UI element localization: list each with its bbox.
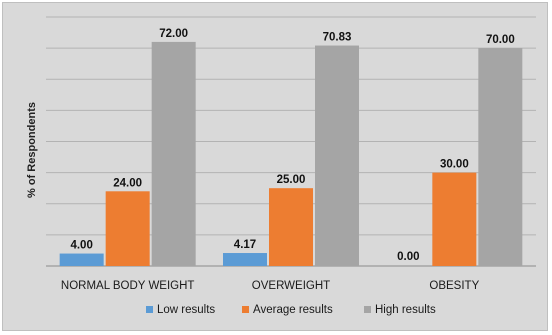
legend: Low results Average results High results [146, 304, 436, 316]
y-axis-label: % of Respondents [26, 102, 38, 198]
legend-swatch [364, 306, 371, 313]
legend-swatch [146, 306, 153, 313]
data-label: 70.00 [486, 34, 515, 46]
data-label: 72.00 [159, 28, 188, 40]
bar-high-results [151, 41, 196, 267]
bar-average-results [105, 191, 150, 266]
bar-low-results [59, 253, 104, 266]
bar-high-results [315, 45, 359, 266]
category-label: OBESITY [429, 280, 479, 292]
data-label: 0.00 [397, 251, 419, 263]
value-labels: 4.00 24.00 72.00 4.17 25.00 70.83 0.00 30.00 70.… [70, 28, 514, 263]
data-label: 30.00 [440, 159, 469, 171]
legend-label: High results [375, 304, 436, 316]
legend-label: Average results [253, 304, 333, 316]
bar-average-results [269, 188, 313, 266]
bar-high-results [478, 48, 523, 266]
category-labels: NORMAL BODY WEIGHT OVERWEIGHT OBESITY [61, 280, 480, 292]
bar-low-results [223, 253, 267, 266]
data-label: 4.17 [234, 239, 256, 251]
data-label: 70.83 [323, 32, 352, 44]
data-label: 25.00 [277, 174, 306, 186]
data-label: 4.00 [70, 240, 92, 252]
legend-label: Low results [157, 304, 215, 316]
chart-frame [2, 2, 548, 331]
bar-average-results [432, 172, 477, 266]
bars [59, 41, 523, 267]
legend-swatch [242, 306, 249, 313]
category-label: NORMAL BODY WEIGHT [61, 280, 195, 292]
data-label: 24.00 [113, 177, 142, 189]
category-label: OVERWEIGHT [252, 280, 330, 292]
